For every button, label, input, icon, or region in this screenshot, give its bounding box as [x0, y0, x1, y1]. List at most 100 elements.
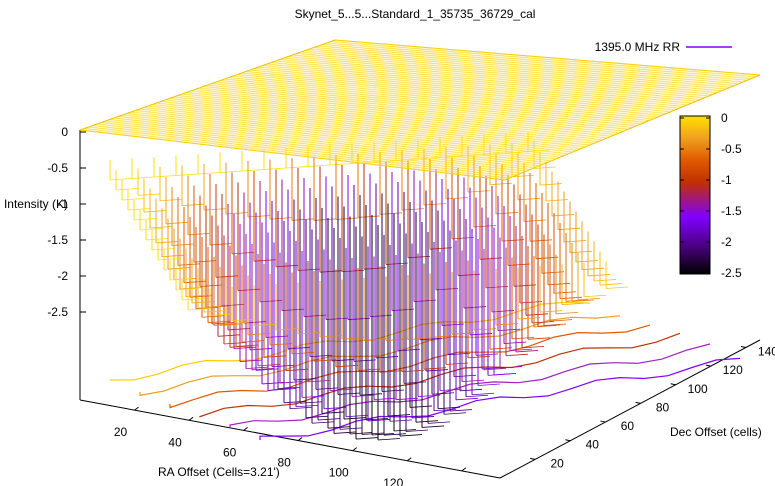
- surface-edge: [577, 297, 601, 301]
- surface-edge: [153, 175, 177, 178]
- surface-edge: [313, 359, 337, 362]
- x-tick-label: 40: [168, 435, 182, 449]
- surface-edge: [355, 437, 379, 440]
- y-axis-label: Dec Offset (cells): [670, 425, 762, 439]
- surface-edge: [511, 336, 535, 340]
- y-tick-label: 120: [723, 363, 743, 377]
- surface-edge: [175, 173, 199, 176]
- zero-plane-line: [122, 114, 548, 163]
- surface-edge: [401, 369, 425, 373]
- surface-edge: [305, 415, 329, 419]
- surface-edge: [427, 421, 451, 424]
- surface-edge: [437, 406, 461, 410]
- zero-plane-line: [118, 116, 544, 165]
- surface-edge: [535, 256, 559, 260]
- zero-plane-line: [237, 74, 663, 116]
- zero-plane-line: [198, 87, 625, 132]
- surface-edge: [313, 218, 337, 221]
- surface-edge: [405, 429, 429, 432]
- surface-edge: [513, 284, 537, 287]
- surface-edge: [187, 308, 211, 311]
- zero-plane-line: [139, 108, 565, 156]
- zero-plane-line: [326, 42, 752, 79]
- x-tick-label: 80: [278, 456, 292, 470]
- y-tick-label: 20: [550, 456, 564, 470]
- surface-edge: [517, 317, 541, 320]
- surface-edge: [269, 343, 293, 346]
- surface-edge: [193, 260, 217, 263]
- x-tick-mark: [134, 406, 139, 411]
- surface-edge: [279, 381, 303, 384]
- zero-plane-line: [254, 68, 680, 109]
- surface-edge: [145, 238, 169, 241]
- surface-edge: [109, 178, 133, 181]
- surface-edge: [307, 164, 331, 167]
- zero-plane-line: [156, 102, 582, 149]
- contour-line: [259, 357, 741, 440]
- zero-plane-line: [224, 78, 650, 121]
- surface-edge: [605, 286, 629, 289]
- surface-edge: [197, 172, 221, 175]
- zero-plane-line: [169, 98, 595, 144]
- surface-edge: [203, 208, 227, 211]
- surface-edge: [467, 190, 491, 193]
- surface-edge: [555, 311, 579, 315]
- z-tick-label: -0.5: [47, 161, 68, 175]
- surface-edge: [137, 193, 161, 196]
- y-tick-mark: [565, 439, 571, 442]
- surface-edge: [301, 395, 325, 398]
- surface-edge: [467, 355, 491, 359]
- surface-edge: [473, 328, 497, 331]
- zero-plane-line: [88, 126, 514, 177]
- surface-edge: [547, 282, 571, 286]
- surface-edge: [349, 432, 373, 435]
- surface-edge: [197, 306, 221, 309]
- surface-edge: [415, 420, 439, 423]
- y-tick-label: 140: [758, 344, 775, 358]
- surface-edge: [251, 368, 275, 371]
- surface-edge: [225, 321, 249, 325]
- surface-edge: [159, 198, 183, 202]
- zero-plane-line: [152, 104, 578, 151]
- surface-edge: [209, 243, 233, 246]
- y-tick-mark: [670, 383, 676, 386]
- surface-edge: [407, 337, 431, 340]
- surface-edge: [455, 397, 479, 401]
- surface-edge: [247, 332, 271, 336]
- surface-edge: [523, 219, 547, 222]
- surface-edge: [231, 251, 255, 255]
- surface-edge: [557, 227, 581, 231]
- surface-edge: [533, 325, 557, 328]
- surface-edge: [133, 218, 157, 221]
- surface-edge: [539, 310, 563, 313]
- surface-edge: [571, 299, 595, 302]
- surface-edge: [329, 388, 353, 392]
- surface-edge: [479, 257, 503, 260]
- surface-edge: [351, 394, 375, 397]
- surface-edge: [181, 203, 205, 207]
- surface-edge: [501, 239, 525, 242]
- surface-edge: [363, 338, 387, 341]
- surface-edge: [223, 342, 247, 345]
- y-tick-mark: [740, 345, 747, 348]
- surface-edge: [515, 350, 539, 353]
- x-tick-mark: [188, 416, 194, 421]
- surface-edge: [273, 388, 297, 391]
- surface-edge: [285, 166, 309, 169]
- surface-edge: [485, 286, 509, 289]
- surface-edge: [445, 197, 469, 200]
- zero-plane-line: [330, 41, 756, 78]
- zero-plane-line: [296, 53, 722, 92]
- surface-edge: [495, 323, 519, 326]
- surface-edge: [115, 188, 139, 191]
- x-tick-label: 60: [223, 445, 237, 459]
- z-tick-label: -2: [57, 269, 68, 283]
- x-tick-mark: [297, 437, 303, 441]
- surface-edge: [219, 323, 243, 326]
- zero-plane-line: [109, 119, 535, 169]
- y-tick-mark: [530, 457, 536, 460]
- surface-edge: [203, 310, 227, 313]
- surface-edge: [423, 203, 447, 206]
- surface-edge: [363, 267, 387, 270]
